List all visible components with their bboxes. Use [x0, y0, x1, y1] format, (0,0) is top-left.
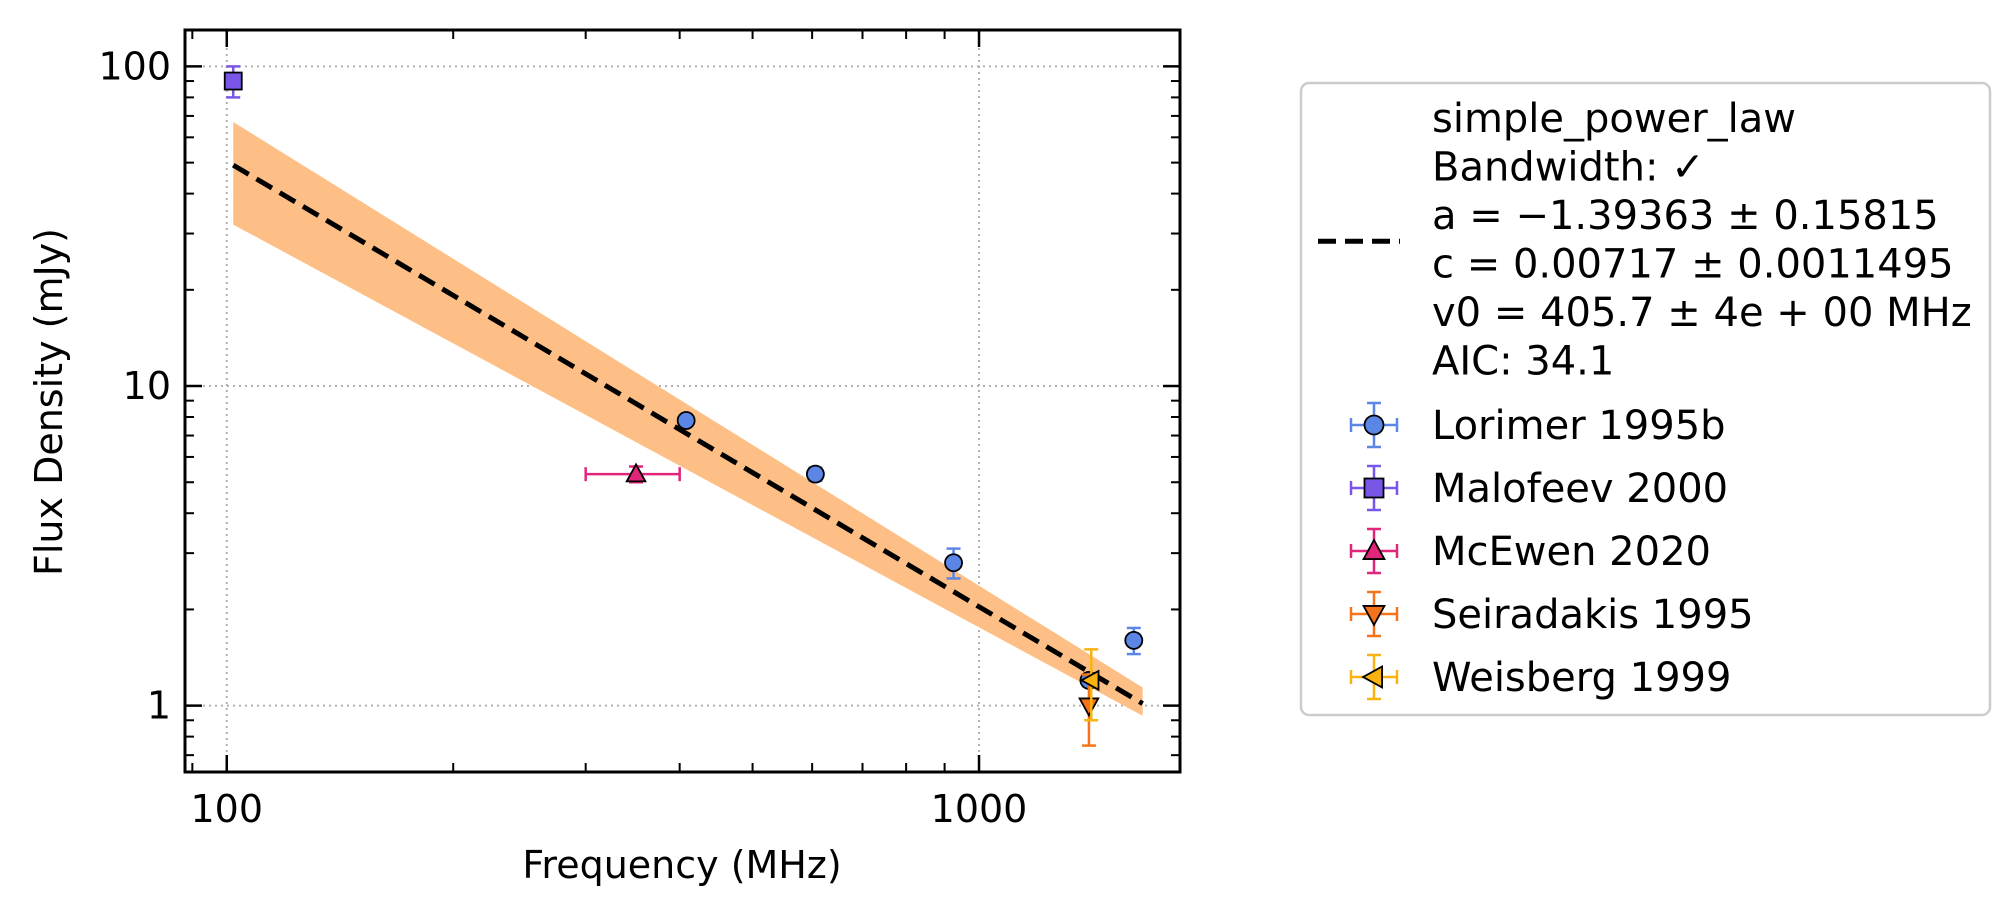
data-point — [1079, 669, 1100, 692]
data-points — [223, 65, 1144, 747]
series-2 — [584, 462, 681, 484]
legend-marker — [1361, 665, 1383, 689]
legend-item-0: Lorimer 1995b — [1349, 401, 1726, 449]
fit-line — [231, 162, 1144, 706]
legend-label: Lorimer 1995b — [1432, 403, 1726, 449]
legend-item-4: Weisberg 1999 — [1349, 653, 1731, 701]
x-axis-label: Frequency (MHz) — [522, 843, 841, 887]
x-tick-label: 1000 — [931, 787, 1028, 831]
y-tick-label: 100 — [98, 44, 171, 88]
series-3 — [1078, 673, 1100, 747]
axis-labels: Frequency (MHz) Flux Density (mJy) — [27, 228, 842, 887]
series-4 — [1079, 648, 1100, 722]
legend-label: Seiradakis 1995 — [1432, 592, 1754, 638]
axis-ticks: 100 1000 1 10 100 — [98, 30, 1180, 831]
x-tick-label: 100 — [190, 787, 263, 831]
legend-marker — [1363, 414, 1385, 436]
grid — [185, 30, 1180, 772]
series-1 — [223, 65, 243, 99]
data-point — [625, 462, 647, 483]
legend-label: Malofeev 2000 — [1432, 466, 1728, 512]
legend-fit-text-line: simple_power_law — [1432, 96, 1796, 142]
legend-marker — [1362, 605, 1386, 627]
data-point — [944, 553, 963, 573]
data-point — [676, 411, 696, 430]
data-point — [1124, 631, 1144, 650]
data-point — [1078, 697, 1100, 718]
legend-item-3: Seiradakis 1995 — [1349, 590, 1754, 638]
legend-label: McEwen 2020 — [1432, 529, 1711, 575]
legend-fit-text-line: Bandwidth: ✓ — [1432, 145, 1705, 191]
legend-label: Weisberg 1999 — [1432, 655, 1731, 701]
plot-frame — [183, 28, 1182, 774]
data-point — [805, 464, 825, 484]
y-tick-label: 10 — [123, 364, 171, 408]
legend-fit-text-line: AIC: 34.1 — [1432, 339, 1614, 385]
legend-marker — [1363, 477, 1385, 499]
legend-item-2: McEwen 2020 — [1349, 527, 1711, 575]
legend-marker — [1362, 538, 1386, 560]
legend-item-1: Malofeev 2000 — [1349, 464, 1728, 512]
fit-line-path — [231, 162, 1144, 706]
y-axis-label: Flux Density (mJy) — [27, 228, 71, 576]
legend-fit-text-line: a = −1.39363 ± 0.15815 — [1432, 193, 1939, 239]
legend-fit-text-line: c = 0.00717 ± 0.0011495 — [1432, 242, 1954, 288]
legend-box — [1299, 81, 1992, 717]
y-tick-label: 1 — [147, 684, 171, 728]
legend-fit-text-line: v0 = 405.7 ± 4e + 00 MHz — [1432, 290, 1972, 336]
data-point — [223, 71, 243, 91]
